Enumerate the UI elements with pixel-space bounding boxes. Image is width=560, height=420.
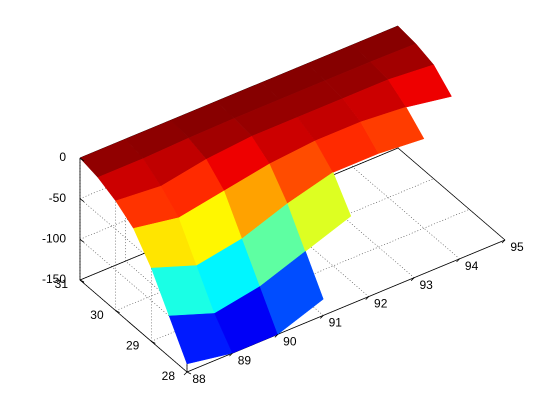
y-tick-label: 31 bbox=[55, 277, 69, 291]
x-tick bbox=[320, 315, 324, 319]
z-tick bbox=[79, 157, 85, 162]
z-tick-label: -150 bbox=[42, 272, 66, 286]
grid-line bbox=[79, 198, 188, 291]
axis-box-edge bbox=[79, 279, 188, 373]
x-tick bbox=[183, 371, 188, 376]
x-tick bbox=[365, 296, 369, 300]
y-tick-label: 29 bbox=[126, 339, 140, 353]
x-tick-label: 92 bbox=[374, 297, 388, 311]
x-tick-label: 88 bbox=[192, 372, 206, 386]
surface-cell bbox=[360, 106, 425, 154]
y-tick bbox=[151, 340, 156, 344]
grid-line bbox=[79, 239, 188, 332]
z-tick bbox=[79, 198, 85, 202]
x-tick-label: 93 bbox=[419, 278, 433, 292]
x-tick bbox=[501, 239, 506, 244]
z-tick bbox=[79, 239, 85, 243]
x-tick-label: 90 bbox=[283, 334, 297, 348]
surface-cell bbox=[287, 171, 352, 252]
x-tick-label: 89 bbox=[238, 353, 252, 367]
y-tick-label: 28 bbox=[162, 369, 176, 383]
surface-cell bbox=[387, 64, 452, 108]
y-tick-label: 30 bbox=[90, 308, 104, 322]
x-tick-label: 91 bbox=[329, 316, 343, 330]
x-tick bbox=[274, 334, 279, 338]
z-tick-label: -50 bbox=[49, 191, 67, 205]
z-tick-label: 0 bbox=[59, 150, 66, 164]
x-tick-label: 95 bbox=[510, 240, 524, 254]
grid-line bbox=[125, 260, 233, 354]
z-tick bbox=[79, 279, 85, 284]
y-tick bbox=[186, 371, 192, 375]
x-tick bbox=[456, 258, 460, 263]
z-tick-label: -100 bbox=[42, 232, 66, 246]
grid-line bbox=[352, 166, 460, 260]
x-tick bbox=[229, 352, 233, 357]
y-tick bbox=[115, 310, 120, 314]
x-tick bbox=[410, 277, 415, 281]
surface-cell bbox=[259, 250, 324, 335]
x-tick-label: 94 bbox=[465, 259, 479, 273]
axis-box-edge bbox=[397, 147, 506, 241]
